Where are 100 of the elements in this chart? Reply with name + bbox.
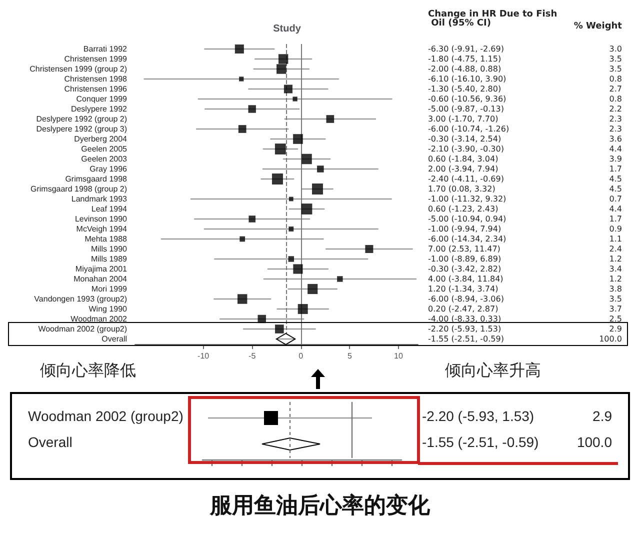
text: -1.30 (-5.40, 2.80) — [428, 84, 502, 94]
text: -1.55 (-2.51, -0.59) — [422, 434, 539, 450]
text: 100.0 — [576, 434, 612, 450]
text: -2.20 (-5.93, 1.53) — [428, 324, 502, 334]
y-tick-label: Leaf 1994 — [91, 204, 128, 214]
text: 3.6 — [609, 134, 622, 144]
text: 3.00 (-1.70, 7.70) — [428, 114, 498, 124]
y-tick-label: Woodman 2002 (group2) — [38, 324, 128, 334]
y-tick-label: Mori 1999 — [91, 284, 128, 294]
x-tick-label: -5 — [248, 352, 256, 360]
y-tick-label: McVeigh 1994 — [76, 224, 128, 234]
text: 4.00 (-3.84, 11.84) — [428, 274, 504, 284]
text: 0.8 — [609, 74, 622, 84]
text: -1.00 (-11.32, 9.32) — [428, 194, 506, 204]
text: 3.4 — [609, 264, 622, 274]
y-axis-title: Study — [273, 24, 302, 34]
text: 1.2 — [609, 274, 622, 284]
text: -6.00 (-8.94, -3.06) — [428, 294, 504, 304]
x-tick-label: 0 — [298, 352, 304, 360]
x-tick-label: -10 — [198, 352, 210, 360]
y-tick-label: Levinson 1990 — [74, 214, 128, 224]
text: -5.00 (-10.94, 0.94) — [428, 214, 506, 224]
y-tick-label: Mills 1989 — [90, 254, 128, 264]
text: 1.70 (0.08, 3.32) — [428, 184, 496, 194]
text: -1.55 (-2.51, -0.59) — [428, 334, 504, 344]
y-tick-label: Christensen 1999 (group 2) — [30, 64, 128, 74]
y-tick-label: Dyerberg 2004 — [74, 134, 128, 144]
text: 4.4 — [609, 204, 622, 214]
text: -6.30 (-9.91, -2.69) — [428, 44, 504, 54]
text: -0.30 (-3.42, 2.82) — [428, 264, 502, 274]
text: 4.4 — [609, 144, 622, 154]
x-tick-label: 5 — [347, 352, 352, 360]
text: 1.1 — [609, 234, 622, 244]
text: 2.9 — [592, 408, 612, 424]
text: 0.60 (-1.23, 2.43) — [428, 204, 498, 214]
text: -2.00 (-4.88, 0.88) — [428, 64, 502, 74]
text: 0.60 (-1.84, 3.04) — [428, 154, 498, 164]
text: 1.7 — [609, 164, 622, 174]
text: 1.20 (-1.34, 3.74) — [428, 284, 498, 294]
text: -2.20 (-5.93, 1.53) — [422, 408, 534, 424]
text: 倾向心率升高 — [445, 360, 541, 380]
y-tick-label: Woodman 2002 — [70, 314, 128, 324]
y-tick-label: Gray 1996 — [90, 164, 128, 174]
text: 7.00 (2.53, 11.47) — [428, 244, 500, 254]
y-tick-label: Geelen 2005 — [81, 144, 128, 154]
text: 3.7 — [609, 304, 622, 314]
text: 4.5 — [609, 184, 622, 194]
x-tick-label: 10 — [394, 352, 404, 360]
y-tick-label: Landmark 1993 — [71, 194, 128, 204]
y-tick-label: Grimsgaard 1998 — [65, 174, 128, 184]
text: -2.40 (-4.11, -0.69) — [428, 174, 504, 184]
y-tick-label: Conquer 1999 — [76, 94, 128, 104]
text: 2.3 — [609, 114, 622, 124]
y-tick-label: Vandongen 1993 (group2) — [34, 294, 128, 304]
text: 2.7 — [609, 84, 622, 94]
y-tick-label: Mills 1990 — [90, 244, 128, 254]
text: 3.8 — [609, 284, 622, 294]
text: 2.9 — [609, 324, 622, 334]
y-tick-label: Deslypere 1992 (group 3) — [36, 124, 128, 134]
text: 2.3 — [609, 124, 622, 134]
text: 3.5 — [609, 54, 622, 64]
y-tick-label: Overall — [102, 334, 128, 344]
text: -5.00 (-9.87, -0.13) — [428, 104, 504, 114]
y-tick-label: Christensen 1999 — [64, 54, 128, 64]
y-tick-label: Barrati 1992 — [83, 44, 128, 54]
text: 1.7 — [609, 214, 622, 224]
text: 0.7 — [609, 194, 622, 204]
text: -1.00 (-8.89, 6.89) — [428, 254, 502, 264]
text: -1.00 (-9.94, 7.94) — [428, 224, 502, 234]
y-tick-label: Deslypere 1992 — [70, 104, 128, 114]
text: -6.00 (-10.74, -1.26) — [428, 124, 510, 134]
y-tick-label: Wing 1990 — [88, 304, 128, 314]
text: % Weight — [574, 22, 623, 32]
text: 0.8 — [609, 94, 622, 104]
y-tick-label: Christensen 1996 — [64, 84, 128, 94]
text: 0.20 (-2.47, 2.87) — [428, 304, 498, 314]
text: -0.60 (-10.56, 9.36) — [428, 94, 506, 104]
text: 2.4 — [609, 244, 622, 254]
text: 1.2 — [609, 254, 622, 264]
text: 2.00 (-3.94, 7.94) — [428, 164, 498, 174]
text: 2.5 — [609, 314, 622, 324]
text: 服用鱼油后心率的变化 — [209, 492, 431, 518]
text: 3.5 — [609, 294, 622, 304]
y-tick-label: Miyajima 2001 — [75, 264, 128, 274]
text: -6.00 (-14.34, 2.34) — [428, 234, 506, 244]
text: -1.80 (-4.75, 1.15) — [428, 54, 502, 64]
text: 3.5 — [609, 64, 622, 74]
text: 倾向心率降低 — [40, 360, 136, 380]
text: 4.5 — [609, 174, 622, 184]
text: 3.0 — [609, 44, 622, 54]
text: 2.2 — [609, 104, 622, 114]
y-tick-label: Mehta 1988 — [84, 234, 128, 244]
text: -0.30 (-3.14, 2.54) — [428, 134, 502, 144]
y-tick-label: Geelen 2003 — [81, 154, 128, 164]
text: Change in HR Due to Fish Oil (95% CI) — [428, 10, 558, 28]
text: 0.9 — [609, 224, 622, 234]
text: -2.10 (-3.90, -0.30) — [428, 144, 504, 154]
y-tick-label: Grimsgaard 1998 (group 2) — [30, 184, 128, 194]
y-tick-label: Monahan 2004 — [74, 274, 128, 284]
text: -6.10 (-16.10, 3.90) — [428, 74, 506, 84]
